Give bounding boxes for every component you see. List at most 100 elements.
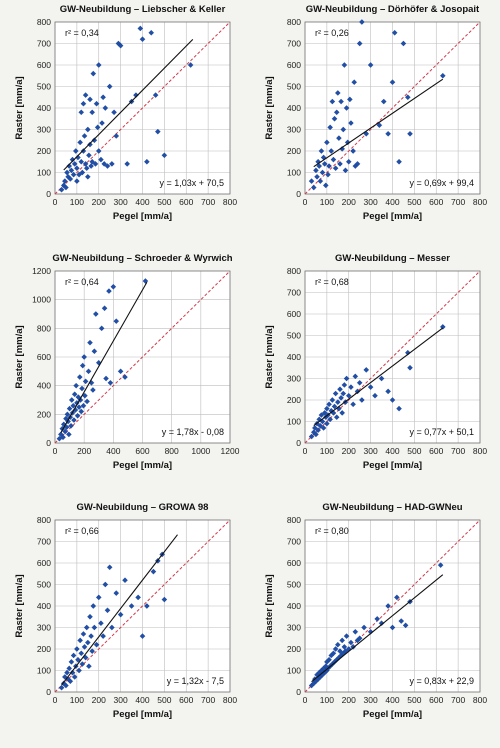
data-point: [350, 148, 356, 154]
data-point: [76, 171, 82, 178]
x-tick-label: 200: [342, 446, 356, 456]
data-point: [343, 105, 350, 111]
data-point: [324, 420, 330, 427]
data-point: [110, 283, 117, 290]
data-point: [330, 650, 337, 657]
x-axis-label: Pegel [mm/a]: [363, 709, 422, 720]
data-point: [71, 161, 78, 167]
data-point: [85, 173, 91, 180]
y-tick-label: 200: [287, 395, 301, 405]
data-point: [345, 392, 352, 399]
x-tick-label: 800: [473, 695, 487, 705]
x-tick-label: 500: [157, 197, 171, 207]
r-squared-label: r² = 0,80: [315, 526, 349, 536]
data-point: [335, 399, 341, 405]
data-point: [100, 94, 106, 101]
data-point: [91, 348, 98, 355]
data-point: [98, 156, 104, 163]
data-point: [102, 105, 109, 111]
chart-title: GW-Neubildung – HAD-GWNeu: [322, 502, 462, 513]
data-point: [117, 42, 124, 49]
data-point: [102, 581, 109, 588]
data-point: [326, 656, 332, 663]
data-point: [65, 418, 71, 425]
data-point: [437, 562, 444, 568]
data-point: [104, 163, 111, 169]
data-point: [308, 178, 315, 184]
data-point: [67, 678, 74, 685]
data-point: [348, 384, 354, 390]
y-tick-label: 800: [37, 515, 51, 525]
regression-equation-label: y = 1,03x + 70,5: [159, 178, 224, 188]
data-point: [313, 431, 319, 438]
x-tick-label: 300: [114, 695, 128, 705]
data-point: [70, 402, 77, 409]
data-point: [89, 109, 95, 116]
y-tick-label: 600: [287, 60, 301, 70]
data-point: [106, 83, 113, 90]
data-point: [407, 364, 413, 371]
y-tick-label: 600: [37, 352, 51, 362]
data-point: [82, 378, 89, 385]
data-point: [337, 161, 343, 167]
x-tick-label: 600: [135, 446, 149, 456]
data-point: [101, 161, 108, 167]
data-point: [107, 379, 114, 386]
data-point: [76, 374, 83, 380]
x-tick-label: 600: [429, 197, 443, 207]
data-point: [66, 431, 72, 438]
x-tick-label: 200: [77, 446, 91, 456]
y-tick-label: 400: [287, 352, 301, 362]
data-point: [82, 92, 89, 98]
data-point: [71, 391, 78, 398]
x-tick-label: 800: [223, 197, 237, 207]
data-point: [341, 382, 348, 388]
data-point: [331, 403, 338, 410]
plot-frame: [304, 21, 481, 195]
data-point: [101, 305, 108, 312]
data-point: [95, 148, 102, 154]
data-point: [124, 161, 130, 167]
data-point: [89, 158, 95, 165]
data-point: [122, 577, 128, 584]
r-squared-label: r² = 0,34: [65, 28, 99, 38]
data-point: [348, 120, 354, 126]
x-tick-label: 100: [320, 695, 334, 705]
y-tick-label: 300: [287, 374, 301, 384]
chart-panel: 0 100 200 300 400 500 600 700 800 0 100 200 300 400 50…: [0, 498, 250, 747]
data-point: [324, 139, 330, 146]
x-tick-label: 200: [342, 695, 356, 705]
data-point: [90, 387, 96, 393]
y-tick-label: 300: [37, 125, 51, 135]
data-point: [113, 318, 120, 324]
plot-frame: [54, 270, 231, 444]
data-point: [74, 165, 80, 172]
data-point: [70, 171, 77, 178]
data-point: [344, 139, 351, 146]
y-tick-label: 0: [46, 438, 51, 448]
data-point: [329, 397, 336, 403]
data-point: [68, 167, 75, 174]
identity-line: [54, 21, 231, 195]
data-point: [139, 633, 146, 639]
data-point: [335, 641, 341, 648]
data-point: [350, 401, 356, 408]
y-tick-label: 0: [46, 687, 51, 697]
data-point: [98, 325, 105, 332]
x-tick-label: 700: [201, 197, 215, 207]
y-tick-label: 200: [37, 409, 51, 419]
data-point: [117, 611, 124, 618]
y-axis-label: Raster [mm/a]: [264, 325, 275, 388]
y-tick-label: 100: [287, 417, 301, 427]
data-point: [378, 620, 385, 627]
data-point: [83, 165, 90, 172]
y-tick-label: 600: [287, 309, 301, 319]
data-point: [319, 169, 326, 176]
y-tick-label: 200: [287, 644, 301, 654]
data-point: [77, 139, 83, 146]
data-point: [91, 137, 98, 144]
y-axis-label: Raster [mm/a]: [264, 574, 275, 637]
data-point: [144, 158, 150, 165]
regression-line: [63, 38, 194, 171]
data-point: [389, 79, 396, 86]
